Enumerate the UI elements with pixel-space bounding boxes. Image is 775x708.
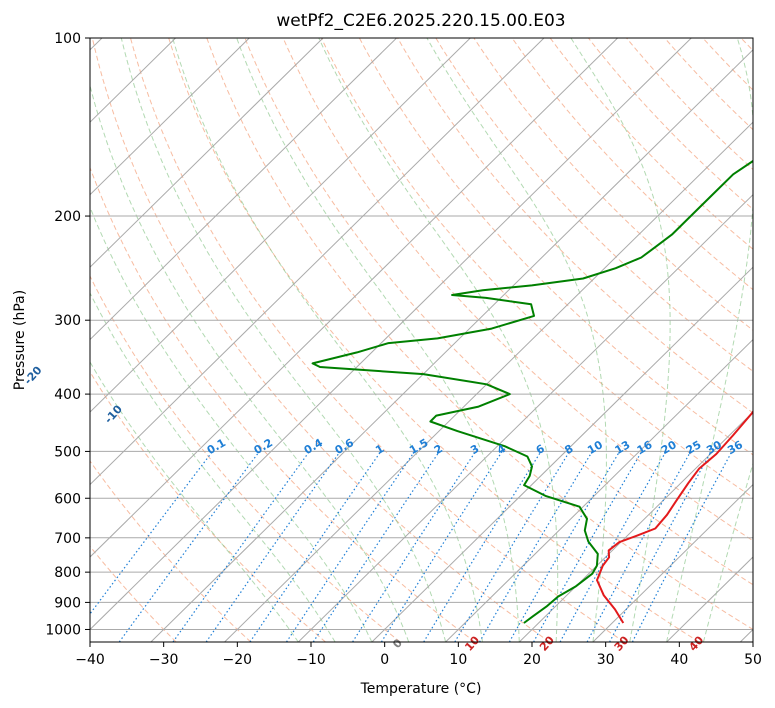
y-axis-label: Pressure (hPa): [12, 290, 28, 390]
moist-adiabat-line: [120, 38, 447, 642]
mixing-ratio-line: [380, 451, 503, 642]
y-tick-label: 700: [54, 531, 81, 547]
x-axis-label: Temperature (°C): [360, 681, 482, 697]
dry-adiabat-line: [626, 38, 753, 171]
y-tick-label: 200: [54, 209, 81, 225]
profile-lines: [311, 159, 753, 624]
y-tick-label: 800: [54, 565, 81, 581]
x-tick-label: 30: [597, 652, 615, 668]
isotherm-line: [592, 483, 753, 642]
y-tick-label: 500: [54, 444, 81, 460]
plot-frame: [89, 37, 754, 643]
dry-adiabat-line: [90, 460, 252, 642]
mixing-ratio-line: [205, 451, 341, 642]
moist-adiabat-line: [172, 38, 483, 642]
x-tick-label: 10: [449, 652, 467, 668]
moist-adiabat-line: [570, 38, 671, 642]
mixing-ratio-line: [478, 451, 593, 642]
mixing-ratio-line: [533, 451, 643, 642]
isotherm-line: [371, 266, 753, 642]
mixing-ratio-line: [586, 451, 692, 642]
mixing-ratio-line: [172, 451, 310, 642]
axes: −40 −30 −20 −10 0 10 20 30 40 50 100 200 300 400 500 60…: [45, 31, 762, 668]
isotherm-line: [90, 38, 397, 341]
moist-adiabat-line: [702, 461, 753, 642]
dry-adiabat-line: [473, 38, 753, 331]
mixing-ratio-line: [249, 451, 382, 642]
x-tick-label: 50: [744, 652, 762, 668]
dry-adiabat-line: [90, 370, 326, 642]
dry-adiabat-line: [244, 38, 753, 586]
y-tick-label: 400: [54, 387, 81, 403]
isotherm-line: [90, 38, 618, 558]
moist-adiabat-line: [90, 83, 410, 642]
temperature-profile-line: [596, 409, 753, 624]
dry-adiabat-line: [168, 38, 700, 642]
mixing-ratio-line: [118, 451, 260, 642]
isotherm-line: [90, 38, 692, 631]
dry-adiabat-line: [130, 38, 625, 642]
x-tick-label: −30: [149, 652, 179, 668]
dry-adiabat-line: [90, 166, 476, 642]
x-tick-label: 0: [380, 652, 389, 668]
moist-adiabat-line: [236, 38, 520, 642]
x-tick-label: −20: [223, 652, 253, 668]
isotherm-line: [224, 121, 753, 642]
dry-adiabat-line: [320, 38, 753, 499]
y-tick-label: 600: [54, 491, 81, 507]
isotherm-line: [150, 49, 753, 642]
mixing-ratio-line: [454, 451, 571, 642]
dry-adiabat-line: [588, 38, 753, 210]
y-tick-label: 100: [54, 31, 81, 47]
dry-adiabat-line: [397, 38, 753, 414]
y-tick-label: 1000: [45, 622, 81, 638]
mixing-ratio-line: [423, 451, 542, 642]
dry-adiabat-line: [282, 38, 753, 542]
dry-adiabat-line: [206, 38, 753, 631]
isotherm-line: [90, 38, 250, 196]
dry-adiabat-line: [90, 274, 401, 642]
x-tick-label: 40: [670, 652, 688, 668]
dry-adiabat-line: [549, 38, 753, 250]
isotherm-line: [90, 38, 471, 413]
moist-adiabat-line: [426, 38, 607, 642]
chart-title: wetPf2_C2E6.2025.220.15.00.E03: [276, 11, 565, 31]
mixing-ratio-line: [508, 451, 621, 642]
isotherm-line: [297, 194, 753, 642]
moist-adiabat-line: [90, 291, 336, 642]
x-tick-label: −40: [75, 652, 105, 668]
moist-adiabat-line: [666, 38, 753, 642]
x-tick-label: −10: [296, 652, 326, 668]
dewpoint-profile-line: [311, 159, 753, 624]
y-tick-label: 300: [54, 313, 81, 329]
moist-adiabat-line: [90, 205, 373, 642]
mixing-ratio-line: [352, 451, 477, 642]
isotherm-line: [90, 38, 324, 268]
moist-adiabat-line: [318, 38, 559, 642]
y-tick-label: 900: [54, 595, 81, 611]
dry-adiabat-line: [435, 38, 753, 372]
dry-adiabat-line: [91, 38, 550, 642]
isotherm-line: [90, 38, 545, 486]
x-tick-label: 20: [523, 652, 541, 668]
